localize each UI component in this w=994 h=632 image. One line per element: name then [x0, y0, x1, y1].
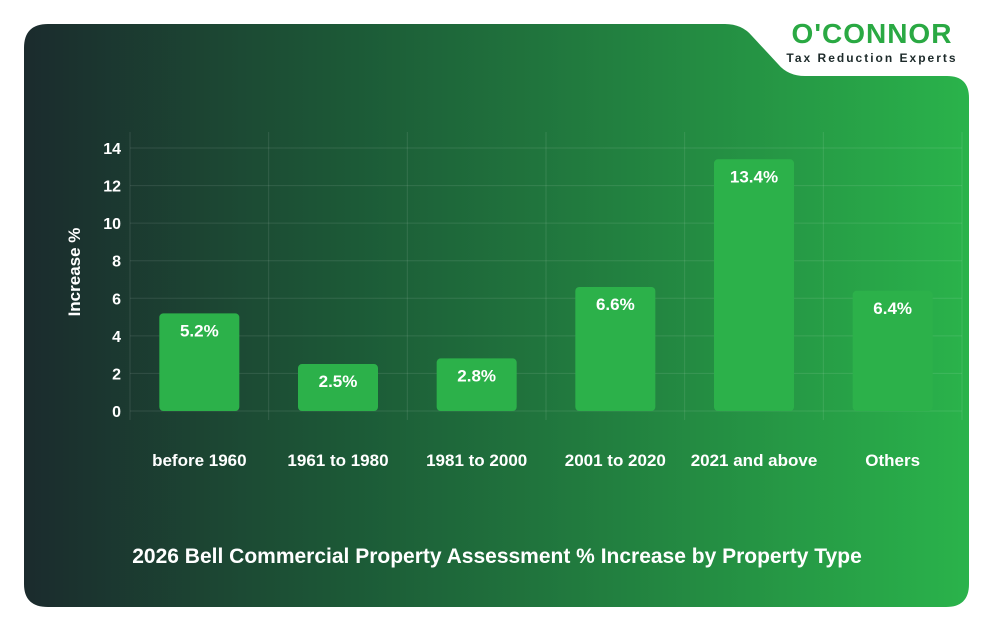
logo-subtitle: Tax Reduction Experts [786, 51, 958, 65]
data-label: 2.8% [457, 366, 496, 385]
x-tick-label: 2001 to 2020 [565, 451, 666, 470]
y-tick-label: 2 [112, 366, 121, 383]
y-tick-label: 14 [103, 141, 121, 158]
y-axis-label: Increase % [65, 228, 84, 317]
data-label: 6.6% [596, 295, 635, 314]
y-tick-label: 8 [112, 254, 121, 271]
x-tick-label: Others [865, 451, 920, 470]
y-tick-label: 10 [103, 216, 121, 233]
y-tick-label: 12 [103, 179, 121, 196]
bar [714, 159, 794, 411]
x-tick-label: 2021 and above [691, 451, 818, 470]
chart-title: 2026 Bell Commercial Property Assessment… [132, 545, 862, 568]
x-tick-label: before 1960 [152, 451, 247, 470]
y-tick-label: 0 [112, 404, 121, 421]
x-tick-label: 1981 to 2000 [426, 451, 527, 470]
y-tick-label: 6 [112, 291, 121, 308]
y-tick-label: 4 [112, 329, 121, 346]
data-label: 5.2% [180, 321, 219, 340]
bar [298, 364, 378, 411]
x-tick-label: 1961 to 1980 [287, 451, 388, 470]
bar [575, 287, 656, 411]
data-label: 13.4% [730, 167, 778, 186]
bar [852, 290, 933, 411]
oconnor-logo: O'CONNOR Tax Reduction Experts [772, 18, 972, 78]
bar [159, 313, 240, 411]
data-label: 2.5% [319, 372, 358, 391]
logo-title: O'CONNOR [791, 18, 953, 49]
bar [436, 358, 517, 411]
data-label: 6.4% [873, 299, 912, 318]
